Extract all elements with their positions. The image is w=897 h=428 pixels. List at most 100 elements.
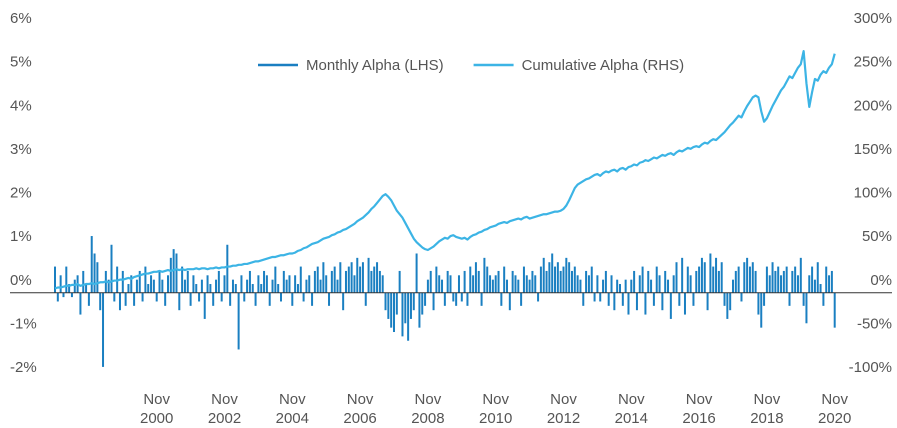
bar xyxy=(322,262,325,293)
bar xyxy=(65,266,68,293)
y2-tick-label: -100% xyxy=(849,359,892,376)
y2-tick-label: 200% xyxy=(854,97,892,114)
bar xyxy=(568,262,571,293)
bar xyxy=(296,284,299,293)
bar xyxy=(579,279,582,293)
bar xyxy=(542,257,545,293)
bar xyxy=(554,266,557,293)
bar xyxy=(460,292,463,302)
bar xyxy=(751,262,754,293)
bar xyxy=(520,292,523,306)
bar xyxy=(559,270,562,293)
bar xyxy=(124,292,127,306)
bar xyxy=(268,292,271,306)
bar xyxy=(830,270,833,293)
bar xyxy=(339,262,342,293)
bar xyxy=(539,266,542,293)
bar xyxy=(791,270,794,293)
bar xyxy=(582,292,585,306)
bar xyxy=(432,292,435,311)
x-tick-label-part: Nov xyxy=(415,391,442,408)
bar xyxy=(590,266,593,293)
bar xyxy=(367,257,370,293)
bar xyxy=(647,270,650,293)
x-tick-label: Nov 2020 xyxy=(818,391,851,427)
bar xyxy=(717,270,720,293)
y-tick-label: 0% xyxy=(10,272,32,289)
x-tick-label: Nov 2018 xyxy=(750,391,783,427)
x-tick-label-part: Nov xyxy=(482,391,509,408)
x-tick-label-part: Nov xyxy=(821,391,848,408)
line xyxy=(54,49,836,290)
bar xyxy=(497,270,500,293)
bar xyxy=(813,279,816,293)
bar xyxy=(299,266,302,293)
bar xyxy=(720,262,723,293)
bar xyxy=(189,292,192,306)
x-tick-label-part: Nov xyxy=(754,391,781,408)
bar xyxy=(164,292,167,306)
bar xyxy=(777,266,780,293)
bar xyxy=(780,275,783,293)
y2-tick-label: 50% xyxy=(862,228,892,245)
bar xyxy=(771,262,774,293)
bar xyxy=(260,284,263,293)
bar xyxy=(491,279,494,293)
bar xyxy=(613,292,616,311)
bar xyxy=(573,266,576,293)
bar xyxy=(246,279,249,293)
bar xyxy=(356,257,359,293)
y-tick-label: -1% xyxy=(10,315,37,332)
bar xyxy=(198,292,201,302)
x-tick-label: Nov 2006 xyxy=(343,391,376,427)
bar xyxy=(263,270,266,293)
bar xyxy=(576,275,579,293)
bar xyxy=(186,270,189,293)
bar xyxy=(70,292,73,298)
bar xyxy=(212,292,215,306)
bar xyxy=(395,292,398,315)
bar xyxy=(833,292,836,328)
bar xyxy=(288,275,291,293)
bar xyxy=(695,270,698,293)
bar xyxy=(825,266,828,293)
bar xyxy=(828,275,831,293)
bar xyxy=(692,292,695,306)
bar xyxy=(328,292,331,306)
bar xyxy=(359,266,362,293)
bar xyxy=(342,292,345,311)
bar xyxy=(254,292,257,306)
bar xyxy=(200,279,203,293)
bar xyxy=(344,270,347,293)
bar xyxy=(443,292,446,306)
bar xyxy=(138,270,141,293)
bar xyxy=(669,292,672,319)
bar xyxy=(678,292,681,306)
bar xyxy=(585,270,588,293)
bar xyxy=(280,292,282,302)
bar xyxy=(774,270,777,293)
bar xyxy=(746,257,749,293)
bar xyxy=(393,292,395,333)
bar xyxy=(376,262,379,293)
bar xyxy=(604,270,607,293)
bar xyxy=(429,270,432,293)
bar xyxy=(599,292,602,302)
bar xyxy=(294,275,297,293)
bar xyxy=(409,292,412,319)
bar xyxy=(715,257,718,293)
bar xyxy=(421,292,424,315)
bar xyxy=(415,253,418,293)
bar xyxy=(361,262,364,293)
y-tick-label: 6% xyxy=(10,10,32,27)
bar xyxy=(390,292,393,328)
bar xyxy=(435,266,438,293)
x-tick-label: Nov 2008 xyxy=(411,391,444,427)
bar xyxy=(652,292,655,306)
bar xyxy=(96,262,99,293)
bar xyxy=(723,292,726,306)
bar xyxy=(107,279,110,293)
bar xyxy=(706,292,709,311)
bar xyxy=(90,236,93,293)
x-tick-label: Nov 2014 xyxy=(615,391,648,427)
